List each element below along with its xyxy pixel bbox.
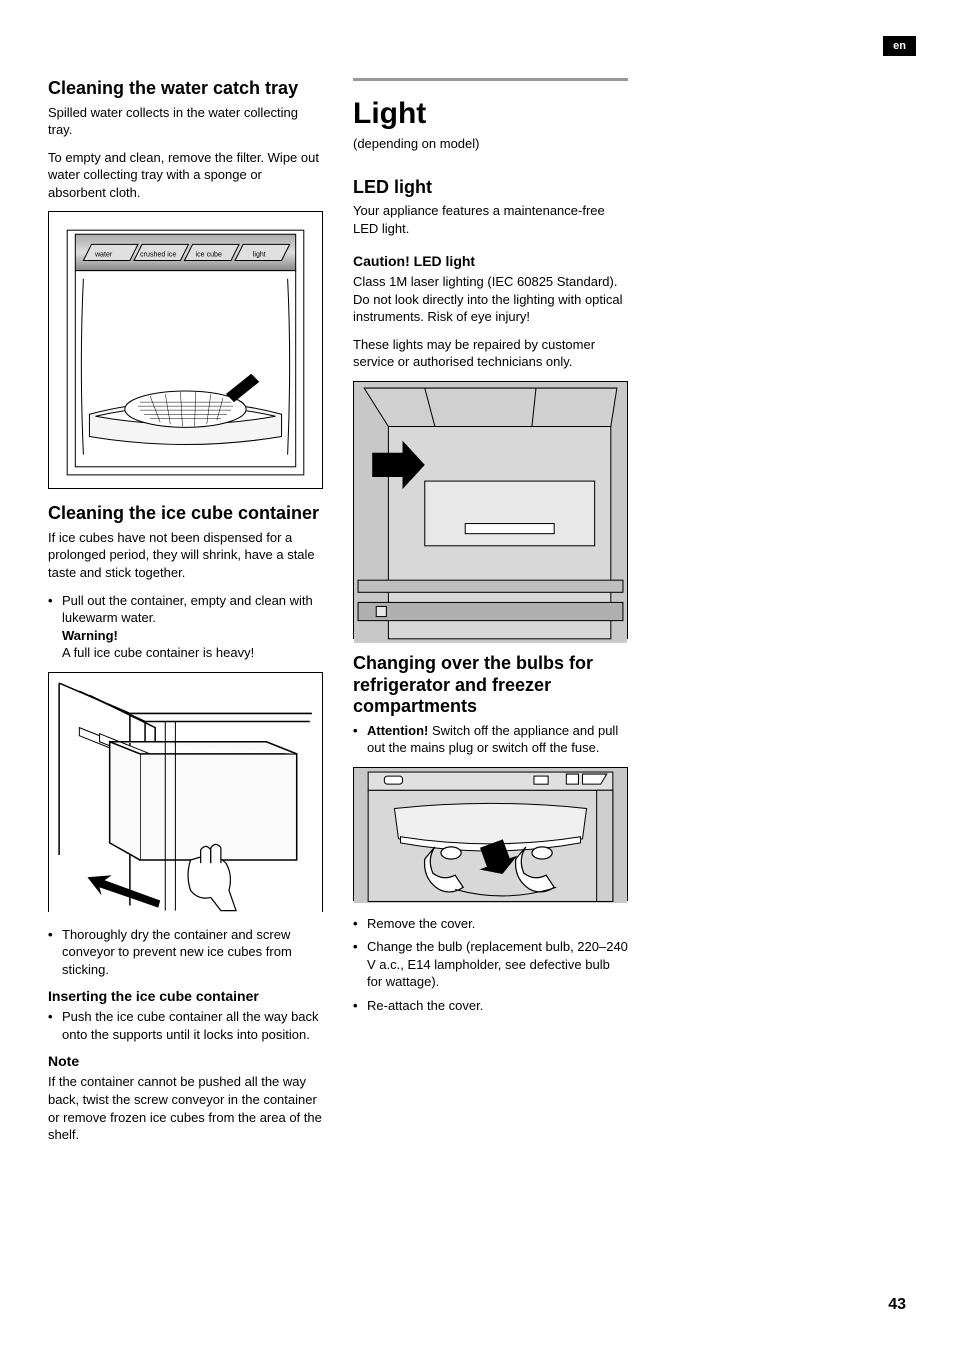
list-item: Attention! Switch off the appliance and … — [353, 722, 628, 757]
heading-ice-container: Cleaning the ice cube container — [48, 503, 323, 525]
list-item: Pull out the container, empty and clean … — [48, 592, 323, 662]
fig-label-crushed: crushed ice — [140, 252, 176, 259]
paragraph: To empty and clean, remove the filter. W… — [48, 149, 323, 202]
heading-water-tray: Cleaning the water catch tray — [48, 78, 323, 100]
page-number: 43 — [888, 1296, 906, 1314]
subheading-inserting: Inserting the ice cube container — [48, 988, 323, 1004]
fig-label-water: water — [94, 252, 113, 259]
list-item: Thoroughly dry the container and screw c… — [48, 926, 323, 979]
figure-ice-container — [48, 672, 323, 912]
paragraph: If ice cubes have not been dispensed for… — [48, 529, 323, 582]
list-item: Remove the cover. — [353, 915, 628, 933]
heading-light: Light — [353, 97, 628, 131]
list-item: Re-attach the cover. — [353, 997, 628, 1015]
heading-bulbs: Changing over the bulbs for refrigerator… — [353, 653, 628, 718]
list-item: Push the ice cube container all the way … — [48, 1008, 323, 1043]
text: Pull out the container, empty and clean … — [62, 593, 313, 626]
paragraph: Your appliance features a maintenance-fr… — [353, 202, 628, 237]
fig-label-cube: ice cube — [196, 252, 222, 259]
left-column: Cleaning the water catch tray Spilled wa… — [48, 78, 323, 1154]
paragraph: Spilled water collects in the water coll… — [48, 104, 323, 139]
page-content: Cleaning the water catch tray Spilled wa… — [48, 78, 628, 1154]
text: A full ice cube container is heavy! — [62, 645, 254, 660]
paragraph: These lights may be repaired by customer… — [353, 336, 628, 371]
figure-bulb-change — [353, 767, 628, 901]
note-heading: Note — [48, 1053, 323, 1069]
list-item: Change the bulb (replacement bulb, 220–2… — [353, 938, 628, 991]
warning-label: Warning! — [62, 628, 118, 643]
right-column: Light (depending on model) LED light You… — [353, 78, 628, 1154]
attention-label: Attention! — [367, 723, 428, 738]
paragraph: If the container cannot be pushed all th… — [48, 1073, 323, 1143]
subtitle: (depending on model) — [353, 135, 628, 153]
fig-label-light: light — [253, 252, 266, 259]
figure-led-light — [353, 381, 628, 639]
figure-water-tray: water crushed ice ice cube light — [48, 211, 323, 489]
paragraph: Class 1M laser lighting (IEC 60825 Stand… — [353, 273, 628, 326]
language-tab: en — [883, 36, 916, 56]
heading-led: LED light — [353, 177, 628, 199]
caution-heading: Caution! LED light — [353, 253, 628, 269]
